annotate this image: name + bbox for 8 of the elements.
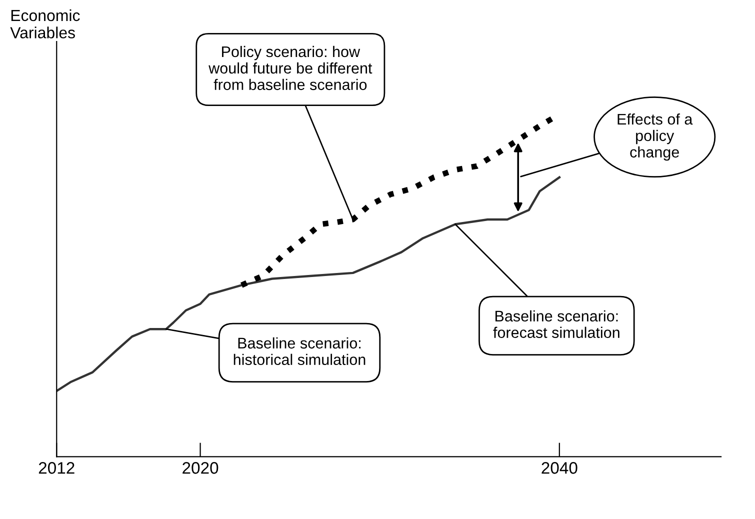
annotation: Baseline scenario: forecast simulation <box>493 310 620 338</box>
x-tick-label: 2012 <box>38 462 74 474</box>
annotation: Policy scenario: how would future be different from baseline scenario <box>208 46 372 90</box>
x-tick-label: 2020 <box>182 462 218 474</box>
x-tick-label: 2040 <box>542 462 578 474</box>
annotation: Effects of a policy change <box>618 113 693 161</box>
annotation: Baseline scenario: historical simulation <box>234 337 366 366</box>
y-axis-title: Economic Variables <box>10 9 80 38</box>
